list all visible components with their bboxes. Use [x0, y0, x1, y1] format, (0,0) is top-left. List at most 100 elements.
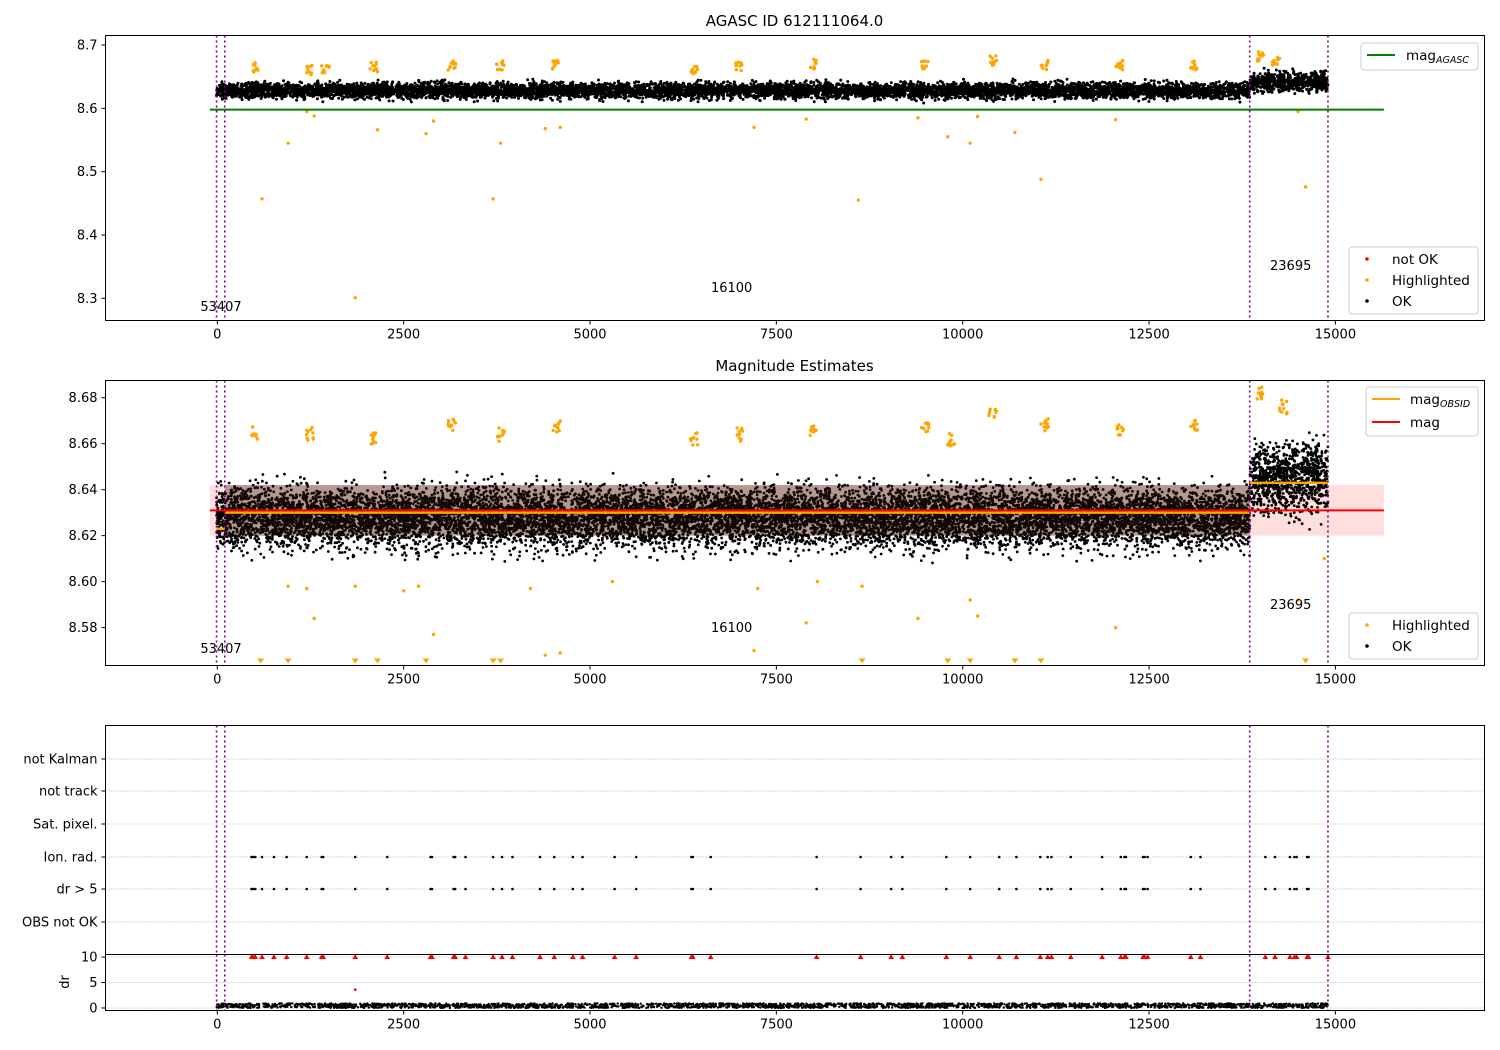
ok-point [824, 78, 828, 82]
ok-point [640, 100, 644, 104]
ok-point [812, 81, 816, 84]
ok-point [859, 94, 863, 98]
ok-point [1167, 81, 1171, 85]
ok-point [998, 97, 1002, 101]
ok-point [613, 81, 616, 85]
ok-point [601, 100, 605, 103]
ok-point [873, 99, 877, 103]
ok-point [429, 79, 433, 83]
ok-point [936, 81, 940, 85]
ok-point [420, 95, 424, 99]
ok-point [1246, 95, 1249, 99]
ok-point [345, 82, 349, 86]
ok-point [1147, 100, 1151, 103]
ok-point [839, 78, 843, 82]
ok-point [1176, 96, 1180, 100]
ok-point [726, 93, 730, 97]
ok-point [1021, 82, 1025, 86]
ok-point [1162, 97, 1166, 100]
ok-point [738, 94, 742, 98]
ok-point [962, 77, 965, 81]
ok-point [363, 81, 367, 85]
ok-point [1101, 95, 1105, 99]
ok-point [846, 80, 850, 83]
ok-point [282, 95, 286, 99]
ok-point [749, 82, 753, 86]
agasc-panel-title: AGASC ID 612111064.0 [706, 12, 884, 30]
ok-point [659, 80, 663, 83]
ok-point [1128, 82, 1132, 86]
ok-point [662, 81, 666, 85]
ok-point [526, 78, 530, 82]
ok-point [1152, 82, 1156, 86]
ok-point [376, 78, 380, 82]
ok-point [496, 80, 500, 84]
ok-point [538, 98, 542, 102]
ok-point [1162, 79, 1166, 83]
ok-point [836, 82, 840, 86]
ok-point [1170, 81, 1174, 85]
ok-point [1113, 81, 1117, 84]
ok-point [1065, 77, 1069, 81]
ok-point [1194, 81, 1198, 85]
ok-point [275, 97, 278, 101]
ok-point [899, 80, 903, 84]
ok-point [400, 96, 404, 100]
ok-point [315, 97, 319, 101]
ok-point [501, 79, 505, 83]
ok-point [1149, 79, 1153, 83]
ok-point [391, 99, 395, 103]
ok-point [1081, 95, 1085, 99]
ok-point [938, 79, 942, 83]
ok-point [633, 81, 636, 85]
ok-point [1100, 80, 1104, 84]
ok-point [492, 99, 496, 103]
ok-point [338, 78, 342, 82]
ok-point [726, 80, 730, 84]
ok-point [1173, 97, 1176, 101]
ok-point [637, 80, 641, 84]
ok-point [707, 99, 711, 102]
ok-point [472, 100, 476, 104]
ok-point [895, 98, 899, 102]
ok-point [359, 94, 363, 98]
ok-point [496, 99, 500, 103]
ok-point [648, 86, 652, 90]
ok-point [385, 80, 389, 84]
ok-point [1191, 82, 1195, 86]
ok-point [699, 78, 703, 82]
ok-point [1214, 82, 1217, 86]
ok-point [995, 81, 999, 85]
ok-point [409, 100, 413, 104]
ok-point [446, 99, 450, 102]
ok-point [513, 95, 517, 99]
ok-point [882, 96, 886, 100]
ok-point [597, 78, 600, 82]
ok-point [328, 80, 332, 83]
ok-point [1199, 83, 1203, 86]
ok-point [1212, 96, 1216, 100]
ok-point [792, 79, 796, 83]
ok-point [558, 99, 562, 103]
ok-point [933, 98, 937, 102]
ok-point [1091, 98, 1095, 102]
ok-point [817, 80, 821, 84]
ok-point [1113, 96, 1117, 100]
ok-point [337, 96, 341, 100]
ok-point [889, 81, 893, 85]
ok-point [1165, 78, 1169, 82]
ok-point [531, 77, 535, 81]
ok-point [549, 84, 553, 88]
ok-point [1032, 80, 1036, 84]
ok-point [505, 96, 509, 100]
ok-point [1188, 95, 1192, 99]
ok-point [1053, 100, 1057, 103]
ok-point [707, 80, 711, 83]
ok-point [910, 97, 914, 101]
ok-point [1094, 97, 1098, 101]
ok-point [1121, 85, 1125, 89]
ok-point [1202, 83, 1206, 86]
